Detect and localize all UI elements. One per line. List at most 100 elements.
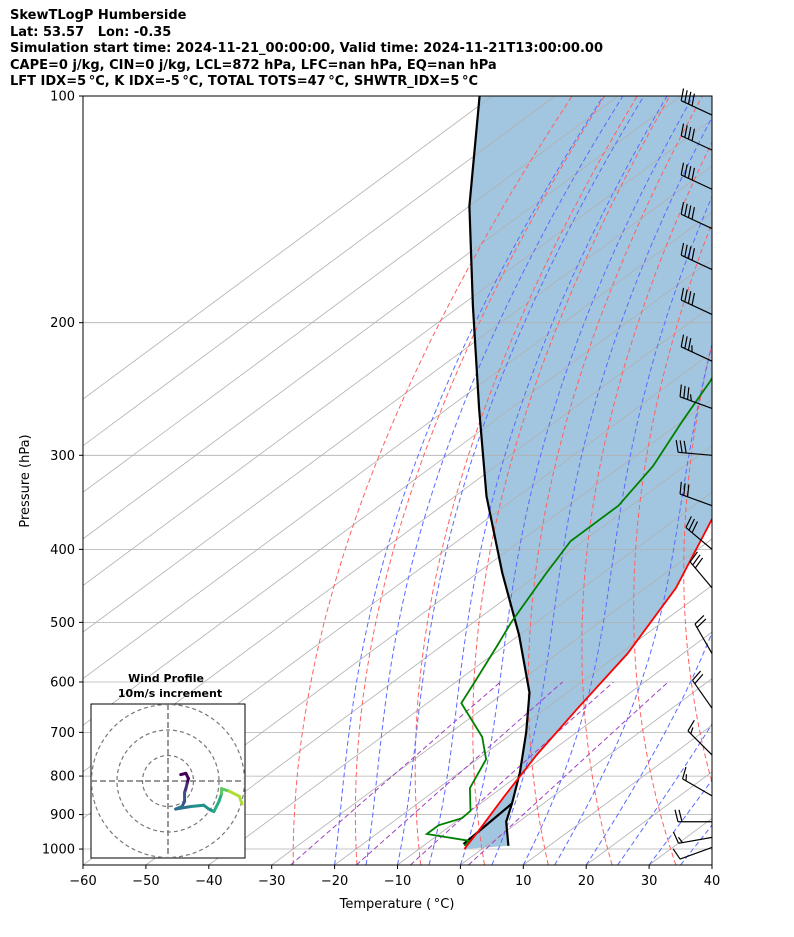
moist-adiabat	[459, 96, 694, 865]
isotherm	[83, 96, 682, 540]
barb-feather	[691, 207, 696, 220]
barb-feather	[674, 809, 679, 822]
y-tick-label: 300	[50, 449, 75, 464]
barb-staff	[679, 493, 713, 507]
y-axis: 100 200 300 400 500 600 700 800 900 1000	[42, 90, 83, 858]
dry-adiabat	[732, 96, 794, 865]
barb-feather	[679, 440, 683, 453]
wind-barb	[681, 766, 713, 797]
isotherm	[711, 864, 712, 865]
wind-profile-inset: Wind Profile 10m/s increment	[90, 672, 246, 859]
isotherm	[83, 96, 556, 447]
x-tick-label: −30	[258, 874, 285, 889]
mixing-ratio-lines	[290, 681, 669, 865]
barb-staff	[679, 846, 713, 860]
barb-feather	[679, 384, 682, 397]
isotherm	[83, 165, 712, 633]
dry-adiabat	[292, 96, 573, 865]
barb-feather	[687, 246, 692, 259]
x-tick-label: 10	[515, 874, 532, 889]
wind-barb	[680, 123, 713, 151]
hodograph-segment	[227, 789, 241, 798]
y-tick-label: 500	[50, 616, 75, 631]
barb-staff	[687, 730, 713, 756]
isotherm	[83, 96, 493, 400]
x-tick-label: −40	[195, 874, 222, 889]
barb-feather	[691, 247, 696, 261]
barb-feather	[694, 557, 704, 569]
barb-feather	[686, 484, 690, 497]
dry-adiabat	[527, 96, 703, 865]
moist-adiabat	[554, 342, 712, 865]
y-tick-label: 800	[50, 770, 75, 785]
barb-staff	[692, 679, 713, 709]
isotherm	[83, 212, 712, 680]
barb-staff	[678, 836, 713, 844]
cape-fill	[464, 96, 712, 849]
barb-feather	[694, 673, 704, 684]
barb-feather	[687, 337, 692, 351]
wind-barb	[679, 384, 713, 410]
x-tick-label: 20	[578, 874, 595, 889]
barb-staff	[679, 396, 713, 410]
cape-area	[464, 96, 712, 849]
isotherm	[397, 631, 712, 865]
moist-adiabats	[334, 96, 794, 865]
mixing-ratio-line	[410, 681, 614, 865]
wind-barb	[680, 242, 713, 271]
barb-feather	[687, 166, 692, 179]
isotherm	[145, 445, 712, 865]
y-tick-label: 600	[50, 675, 75, 690]
station-coordinates: Lat: 53.57 Lon: -0.35	[10, 24, 172, 40]
x-tick-label: −50	[132, 874, 159, 889]
moist-adiabat	[491, 116, 712, 865]
isotherm	[334, 584, 712, 865]
barb-staff	[685, 527, 713, 550]
barb-feather	[685, 516, 692, 528]
barb-feather	[680, 201, 685, 215]
x-tick-label: −20	[321, 874, 348, 889]
dry-adiabats	[292, 96, 794, 865]
moist-adiabat	[522, 195, 712, 865]
barb-feather	[691, 521, 699, 533]
moist-adiabat	[744, 96, 794, 865]
barb-feather	[684, 125, 688, 138]
barb-feather	[680, 123, 685, 136]
barb-staff	[680, 135, 713, 151]
inset-title: Wind Profile	[128, 672, 204, 685]
barb-feather	[677, 836, 683, 843]
wind-barb	[694, 615, 713, 654]
temperature-line	[463, 517, 712, 850]
wind-barb	[675, 440, 713, 456]
y-axis-label: Pressure (hPa)	[18, 434, 33, 527]
wind-barb	[680, 162, 713, 190]
wind-barb	[680, 287, 713, 315]
wind-barb	[687, 720, 713, 756]
barb-staff	[680, 254, 713, 271]
x-axis-label: Temperature ( °C)	[339, 897, 455, 912]
y-tick-label: 100	[50, 90, 75, 105]
barb-feather	[675, 440, 679, 453]
dry-adiabat	[779, 96, 794, 865]
barb-feather	[680, 334, 685, 347]
dry-adiabat	[581, 140, 712, 865]
x-tick-label: 40	[704, 874, 721, 889]
stability-parameters: CAPE=0 j/kg, CIN=0 j/kg, LCL=872 hPa, LF…	[10, 57, 497, 73]
barb-feather	[678, 809, 683, 822]
dry-adiabat	[472, 96, 671, 865]
mixing-ratio-line	[290, 681, 501, 865]
dry-adiabat	[683, 342, 712, 785]
simulation-times: Simulation start time: 2024-11-21_00:00:…	[10, 41, 603, 56]
parcel-line	[468, 96, 531, 846]
moist-adiabat	[711, 864, 712, 865]
chart-header: SkewTLogP Humberside Lat: 53.57 Lon: -0.…	[10, 8, 603, 91]
dewpoint-line	[424, 376, 712, 847]
barb-feather	[687, 91, 692, 105]
barb-staff	[680, 346, 713, 362]
barb-feather	[683, 385, 686, 399]
station-title: SkewTLogP Humberside	[10, 8, 187, 23]
dry-adiabat	[414, 96, 638, 865]
wind-barb	[680, 201, 713, 230]
isotherm	[83, 398, 712, 865]
